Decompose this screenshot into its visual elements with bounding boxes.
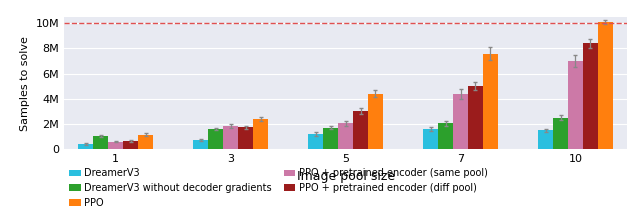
- Bar: [483, 53, 498, 149]
- Bar: [308, 134, 323, 149]
- X-axis label: Image pool size: Image pool size: [296, 170, 395, 183]
- Bar: [138, 135, 153, 149]
- Bar: [553, 118, 568, 149]
- Legend: DreamerV3, DreamerV3 without decoder gradients, PPO, PPO + pretrained encoder (s: DreamerV3, DreamerV3 without decoder gra…: [69, 168, 488, 208]
- Bar: [598, 22, 613, 149]
- Bar: [438, 123, 453, 149]
- Bar: [223, 126, 238, 149]
- Bar: [253, 119, 268, 149]
- Bar: [538, 130, 553, 149]
- Bar: [78, 144, 93, 149]
- Bar: [368, 94, 383, 149]
- Y-axis label: Samples to solve: Samples to solve: [20, 36, 30, 131]
- Bar: [108, 142, 123, 149]
- Bar: [453, 94, 468, 149]
- Bar: [193, 140, 208, 149]
- Bar: [323, 128, 338, 149]
- Bar: [353, 111, 368, 149]
- Bar: [338, 123, 353, 149]
- Bar: [568, 61, 583, 149]
- Bar: [93, 136, 108, 149]
- Bar: [238, 127, 253, 149]
- Bar: [583, 43, 598, 149]
- Bar: [208, 129, 223, 149]
- Bar: [468, 86, 483, 149]
- Bar: [123, 141, 138, 149]
- Bar: [423, 129, 438, 149]
